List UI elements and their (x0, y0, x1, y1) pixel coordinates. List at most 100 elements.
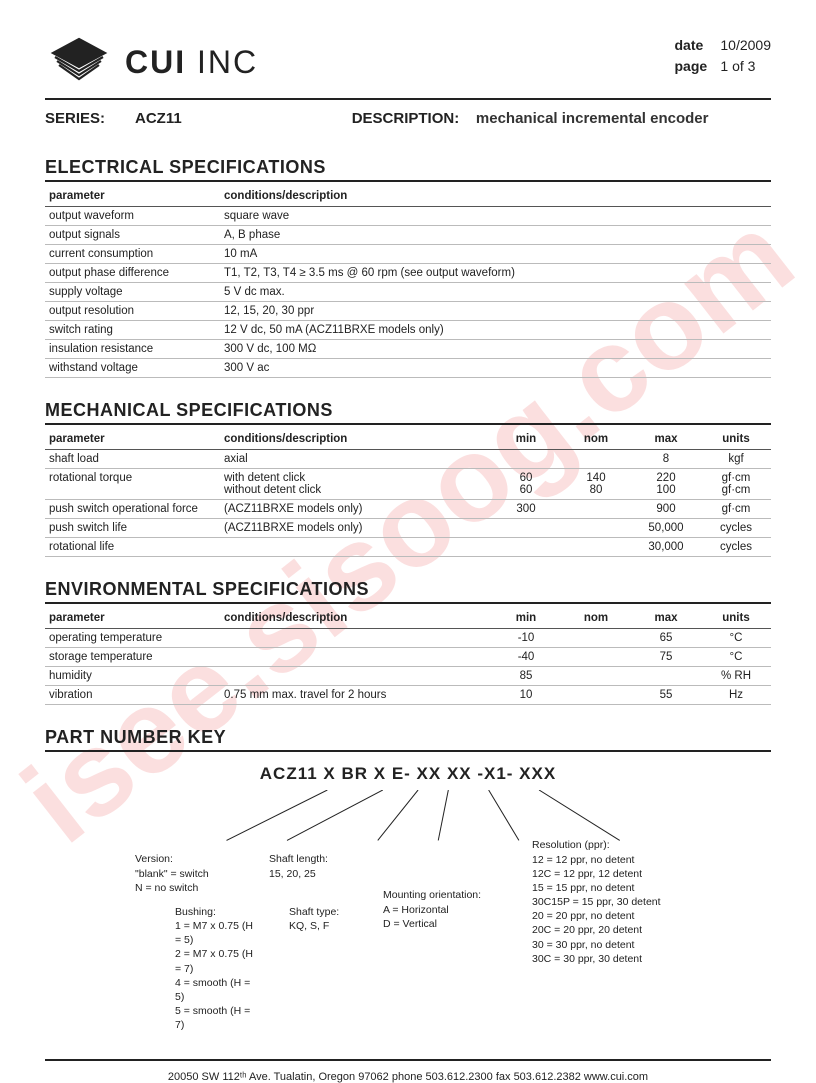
th-units: units (701, 608, 771, 629)
table-cell: output phase difference (45, 264, 220, 283)
table-cell: 8 (631, 450, 701, 469)
cui-logo-icon (45, 35, 113, 90)
page-header: CUI INC date 10/2009 page 1 of 3 (45, 35, 771, 90)
table-row: operating temperature-1065°C (45, 629, 771, 648)
table-row: output resolution12, 15, 20, 30 ppr (45, 302, 771, 321)
table-cell: 900 (631, 500, 701, 519)
table-cell: 10 (491, 686, 561, 705)
table-cell: 12 V dc, 50 mA (ACZ11BRXE models only) (220, 321, 771, 340)
table-cell: output signals (45, 226, 220, 245)
date-value: 10/2009 (720, 37, 771, 53)
table-row: push switch life(ACZ11BRXE models only)5… (45, 519, 771, 538)
electrical-heading: ELECTRICAL SPECIFICATIONS (45, 157, 771, 182)
table-cell: % RH (701, 667, 771, 686)
table-cell (491, 450, 561, 469)
footer-rule (45, 1059, 771, 1061)
pnk-resolution: Resolution (ppr): 12 = 12 ppr, no detent… (532, 852, 692, 1032)
table-cell: Hz (701, 686, 771, 705)
table-cell (631, 667, 701, 686)
th-units: units (701, 429, 771, 450)
th-parameter: parameter (45, 608, 220, 629)
table-cell (561, 686, 631, 705)
table-cell: 300 V dc, 100 MΩ (220, 340, 771, 359)
series-value: ACZ11 (135, 110, 182, 127)
table-cell: rotational life (45, 538, 220, 557)
table-cell: gf·cm gf·cm (701, 469, 771, 500)
table-cell: push switch operational force (45, 500, 220, 519)
table-cell: kgf (701, 450, 771, 469)
table-cell: 300 V ac (220, 359, 771, 378)
description-value: mechanical incremental encoder (476, 110, 709, 127)
header-rule (45, 98, 771, 100)
table-cell: 12, 15, 20, 30 ppr (220, 302, 771, 321)
table-cell: 85 (491, 667, 561, 686)
series-description-row: SERIES: ACZ11 DESCRIPTION: mechanical in… (45, 110, 771, 127)
table-cell (491, 538, 561, 557)
th-parameter: parameter (45, 429, 220, 450)
table-cell: (ACZ11BRXE models only) (220, 500, 491, 519)
page-footer: 20050 SW 112ᵗʰ Ave. Tualatin, Oregon 970… (45, 1071, 771, 1083)
series-label: SERIES: (45, 110, 105, 127)
page-value: 1 of 3 (720, 58, 755, 74)
table-cell: with detent click without detent click (220, 469, 491, 500)
page-label: page (675, 56, 717, 77)
pnk-mount: Mounting orientation: A = Horizontal D =… (383, 852, 518, 1032)
th-conditions: conditions/description (220, 608, 491, 629)
table-cell: withstand voltage (45, 359, 220, 378)
table-cell: cycles (701, 538, 771, 557)
table-row: storage temperature-4075°C (45, 648, 771, 667)
th-min: min (491, 608, 561, 629)
table-row: output waveformsquare wave (45, 207, 771, 226)
electrical-table: parameter conditions/description output … (45, 186, 771, 378)
environmental-table: parameter conditions/description min nom… (45, 608, 771, 705)
table-cell: 65 (631, 629, 701, 648)
mechanical-heading: MECHANICAL SPECIFICATIONS (45, 400, 771, 425)
th-nom: nom (561, 608, 631, 629)
pnk-version: Version: "blank" = switch N = no switch … (135, 852, 255, 1032)
table-cell: 50,000 (631, 519, 701, 538)
table-cell (561, 519, 631, 538)
table-cell: 10 mA (220, 245, 771, 264)
table-cell: switch rating (45, 321, 220, 340)
table-cell (561, 648, 631, 667)
table-cell (220, 648, 491, 667)
table-cell: 55 (631, 686, 701, 705)
logo-text: CUI INC (125, 44, 258, 81)
table-cell: gf·cm (701, 500, 771, 519)
table-cell: 300 (491, 500, 561, 519)
table-cell: (ACZ11BRXE models only) (220, 519, 491, 538)
table-row: current consumption10 mA (45, 245, 771, 264)
table-cell (561, 629, 631, 648)
table-cell (561, 500, 631, 519)
table-cell: output resolution (45, 302, 220, 321)
date-label: date (675, 35, 717, 56)
part-number-key: ACZ11 X BR X E- XX XX -X1- XXX Version: … (45, 764, 771, 1033)
th-conditions: conditions/description (220, 186, 771, 207)
pnk-shaft: Shaft length: 15, 20, 25 Shaft type: KQ,… (269, 852, 369, 1032)
table-cell (220, 629, 491, 648)
table-row: supply voltage5 V dc max. (45, 283, 771, 302)
pnk-leader-lines (45, 790, 771, 845)
logo-block: CUI INC (45, 35, 258, 90)
table-cell (561, 450, 631, 469)
table-cell (220, 538, 491, 557)
table-cell (491, 519, 561, 538)
table-cell: vibration (45, 686, 220, 705)
table-cell: 60 60 (491, 469, 561, 500)
table-cell: current consumption (45, 245, 220, 264)
table-cell: 75 (631, 648, 701, 667)
th-max: max (631, 608, 701, 629)
table-cell: 220 100 (631, 469, 701, 500)
table-cell (561, 667, 631, 686)
table-row: withstand voltage300 V ac (45, 359, 771, 378)
table-cell: -10 (491, 629, 561, 648)
pnk-pattern: ACZ11 X BR X E- XX XX -X1- XXX (45, 764, 771, 784)
table-row: output signalsA, B phase (45, 226, 771, 245)
table-row: switch rating12 V dc, 50 mA (ACZ11BRXE m… (45, 321, 771, 340)
th-conditions: conditions/description (220, 429, 491, 450)
table-cell (220, 667, 491, 686)
mechanical-table: parameter conditions/description min nom… (45, 429, 771, 557)
table-cell: insulation resistance (45, 340, 220, 359)
table-cell: storage temperature (45, 648, 220, 667)
table-row: vibration0.75 mm max. travel for 2 hours… (45, 686, 771, 705)
